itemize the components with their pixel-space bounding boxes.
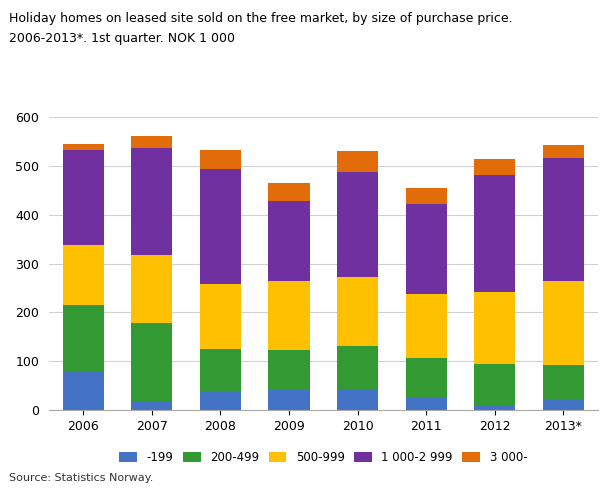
Bar <box>63 305 104 372</box>
Bar <box>337 277 378 346</box>
Bar <box>63 150 104 245</box>
Bar <box>200 169 241 284</box>
Bar <box>268 201 310 281</box>
Bar <box>543 145 584 158</box>
Bar <box>337 389 378 410</box>
Bar <box>200 392 241 410</box>
Bar <box>543 365 584 400</box>
Bar <box>337 172 378 277</box>
Bar <box>131 401 172 410</box>
Bar <box>131 255 172 323</box>
Legend: -199, 200-499, 500-999, 1 000-2 999, 3 000-: -199, 200-499, 500-999, 1 000-2 999, 3 0… <box>120 451 527 464</box>
Bar <box>475 292 515 364</box>
Bar <box>406 358 447 397</box>
Bar <box>543 400 584 410</box>
Bar <box>268 350 310 389</box>
Bar <box>131 136 172 148</box>
Bar <box>475 159 515 175</box>
Bar <box>475 175 515 292</box>
Bar <box>406 294 447 358</box>
Text: Holiday homes on leased site sold on the free market, by size of purchase price.: Holiday homes on leased site sold on the… <box>9 12 513 25</box>
Bar <box>131 148 172 255</box>
Bar <box>268 389 310 410</box>
Bar <box>406 204 447 294</box>
Text: 2006-2013*. 1st quarter. NOK 1 000: 2006-2013*. 1st quarter. NOK 1 000 <box>9 32 235 45</box>
Bar <box>268 281 310 350</box>
Bar <box>475 405 515 410</box>
Bar <box>200 150 241 169</box>
Bar <box>337 346 378 389</box>
Bar <box>63 144 104 150</box>
Bar <box>406 397 447 410</box>
Bar <box>406 188 447 204</box>
Bar <box>268 183 310 201</box>
Bar <box>337 151 378 172</box>
Bar <box>543 158 584 281</box>
Bar <box>200 284 241 349</box>
Bar <box>543 281 584 365</box>
Bar <box>131 323 172 401</box>
Bar <box>63 245 104 305</box>
Text: Source: Statistics Norway.: Source: Statistics Norway. <box>9 473 154 483</box>
Bar <box>63 372 104 410</box>
Bar <box>475 364 515 405</box>
Bar <box>200 349 241 392</box>
